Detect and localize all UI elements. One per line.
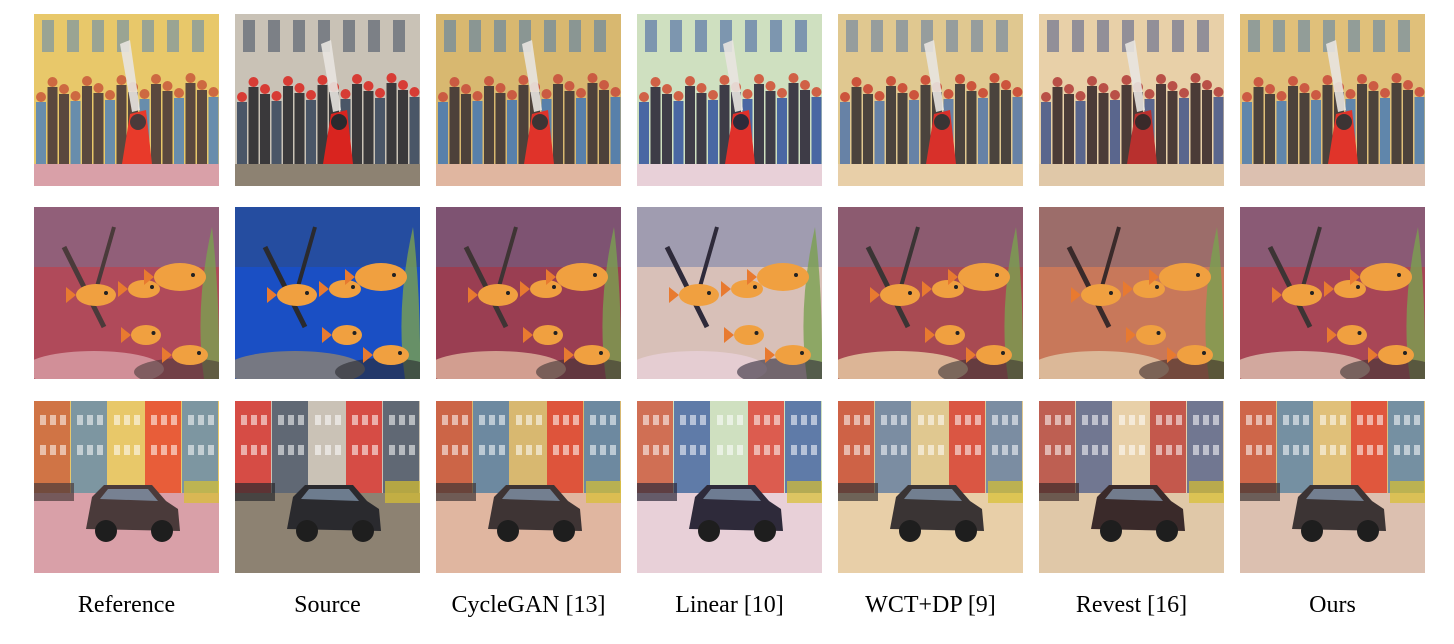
image-goldfish-revest-graphic <box>1039 207 1224 379</box>
image-goldfish-wctdp <box>838 207 1023 379</box>
image-car-street-ours <box>1240 401 1425 573</box>
image-car-street-revest <box>1039 401 1224 573</box>
image-breakdance-crowd-reference <box>34 14 219 186</box>
image-car-street-source <box>235 401 420 573</box>
image-goldfish-reference <box>34 207 219 379</box>
image-breakdance-crowd-source <box>235 14 420 186</box>
caption-source: Source <box>294 592 361 618</box>
image-breakdance-crowd-wctdp-graphic <box>838 14 1023 186</box>
image-car-street-wctdp <box>838 401 1023 573</box>
caption-revest: Revest [16] <box>1075 592 1188 618</box>
caption-linear: Linear [10] <box>675 592 784 618</box>
image-breakdance-crowd-ours <box>1240 14 1425 186</box>
image-breakdance-crowd-cyclegan-graphic <box>436 14 621 186</box>
image-car-street-reference <box>34 401 219 573</box>
image-breakdance-crowd-reference-graphic <box>34 14 219 186</box>
image-breakdance-crowd-revest-graphic <box>1039 14 1224 186</box>
image-breakdance-crowd-revest <box>1039 14 1224 186</box>
image-car-street-linear <box>637 401 822 573</box>
caption-ours: Ours <box>1309 592 1356 618</box>
image-goldfish-source <box>235 207 420 379</box>
image-goldfish-linear-graphic <box>637 207 822 379</box>
image-goldfish-source-graphic <box>235 207 420 379</box>
image-goldfish-ours <box>1240 207 1425 379</box>
caption-reference: Reference <box>77 592 176 618</box>
image-breakdance-crowd-linear <box>637 14 822 186</box>
image-car-street-wctdp-graphic <box>838 401 1023 573</box>
image-goldfish-cyclegan-graphic <box>436 207 621 379</box>
image-car-street-revest-graphic <box>1039 401 1224 573</box>
image-car-street-reference-graphic <box>34 401 219 573</box>
image-car-street-linear-graphic <box>637 401 822 573</box>
image-goldfish-revest <box>1039 207 1224 379</box>
image-goldfish-ours-graphic <box>1240 207 1425 379</box>
image-goldfish-wctdp-graphic <box>838 207 1023 379</box>
image-car-street-source-graphic <box>235 401 420 573</box>
image-car-street-ours-graphic <box>1240 401 1425 573</box>
image-breakdance-crowd-cyclegan <box>436 14 621 186</box>
image-breakdance-crowd-ours-graphic <box>1240 14 1425 186</box>
image-goldfish-reference-graphic <box>34 207 219 379</box>
image-breakdance-crowd-source-graphic <box>235 14 420 186</box>
image-car-street-cyclegan-graphic <box>436 401 621 573</box>
image-breakdance-crowd-linear-graphic <box>637 14 822 186</box>
image-breakdance-crowd-wctdp <box>838 14 1023 186</box>
image-goldfish-linear <box>637 207 822 379</box>
caption-wctdp: WCT+DP [9] <box>865 592 996 618</box>
image-car-street-cyclegan <box>436 401 621 573</box>
image-goldfish-cyclegan <box>436 207 621 379</box>
caption-cyclegan: CycleGAN [13] <box>451 592 606 618</box>
